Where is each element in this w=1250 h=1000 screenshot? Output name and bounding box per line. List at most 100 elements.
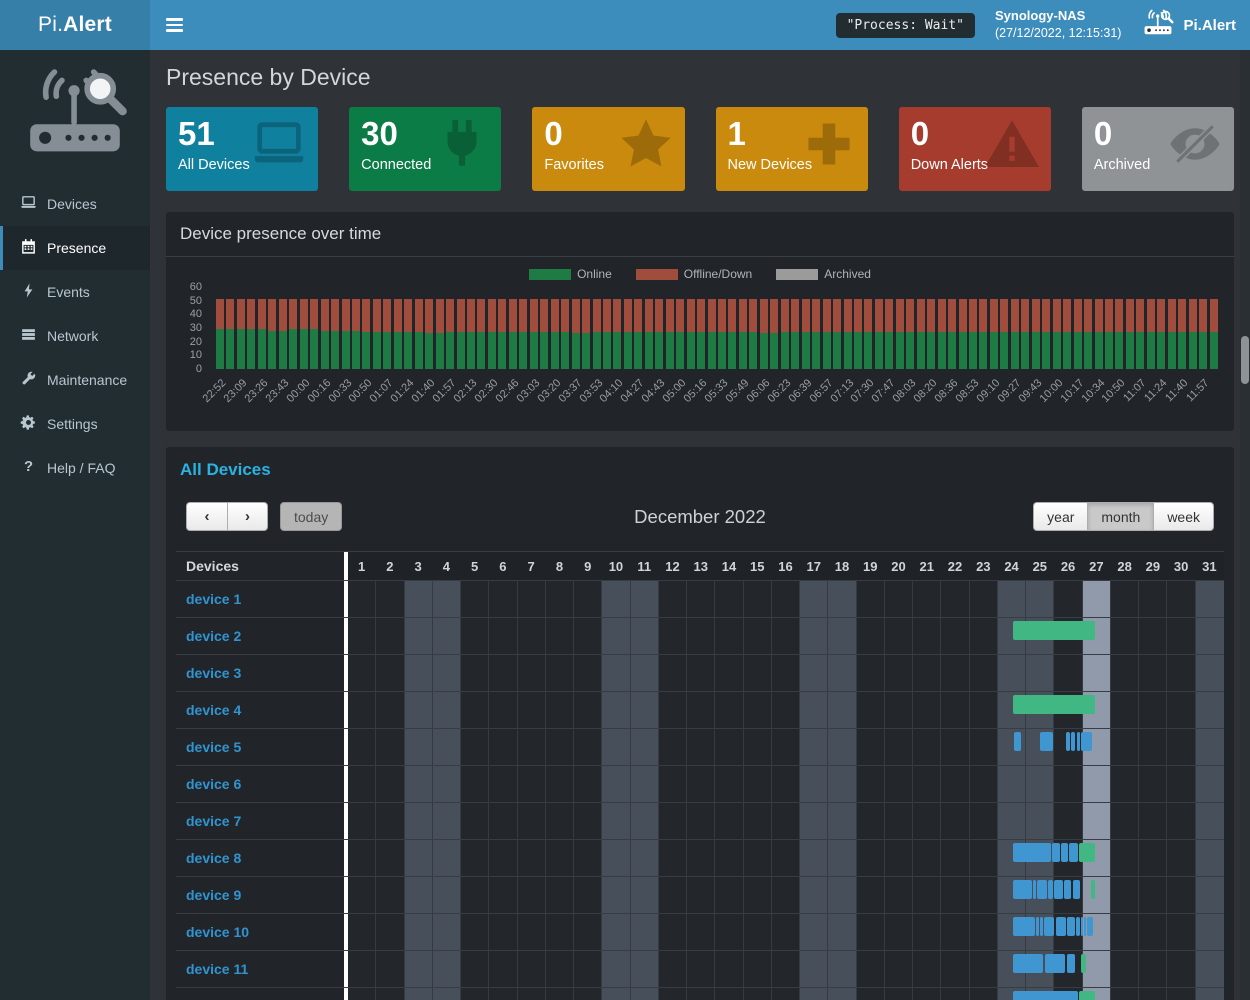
day-cell-22[interactable]: [941, 951, 970, 987]
day-cell-1[interactable]: [348, 803, 377, 839]
day-cell-5[interactable]: [461, 951, 490, 987]
day-cell-10[interactable]: [602, 840, 631, 876]
presence-event-blue[interactable]: [1036, 880, 1047, 899]
day-cell-20[interactable]: [884, 840, 914, 876]
day-cell-18[interactable]: [828, 692, 857, 728]
day-cell-23[interactable]: [969, 914, 998, 950]
day-cell-17[interactable]: [800, 655, 829, 691]
day-cell-10[interactable]: [602, 729, 631, 765]
day-cell-28[interactable]: [1110, 803, 1140, 839]
day-cell-26[interactable]: [1054, 655, 1083, 691]
day-cell-19[interactable]: [856, 877, 885, 913]
day-cell-14[interactable]: [715, 914, 744, 950]
day-cell-6[interactable]: [489, 840, 518, 876]
view-button-year[interactable]: year: [1033, 502, 1088, 531]
presence-event-green[interactable]: [1078, 843, 1096, 862]
day-cell-12[interactable]: [658, 951, 688, 987]
day-cell-3[interactable]: [404, 951, 433, 987]
day-cell-18[interactable]: [828, 914, 857, 950]
presence-event-blue[interactable]: [1087, 917, 1093, 936]
day-cell-31[interactable]: [1195, 840, 1224, 876]
day-cell-9[interactable]: [574, 655, 603, 691]
day-cell-4[interactable]: [432, 988, 462, 1000]
day-cell-7[interactable]: [517, 840, 546, 876]
day-cell-12[interactable]: [658, 766, 688, 802]
presence-event-blue[interactable]: [1084, 917, 1087, 936]
day-cell-5[interactable]: [461, 766, 490, 802]
day-cell-3[interactable]: [404, 655, 433, 691]
info-box-all-devices[interactable]: 51 All Devices: [166, 107, 319, 191]
day-cell-3[interactable]: [404, 988, 433, 1000]
day-cell-2[interactable]: [376, 803, 405, 839]
day-cell-6[interactable]: [489, 618, 518, 654]
day-cell-31[interactable]: [1195, 581, 1224, 617]
scrollbar-track[interactable]: [1240, 50, 1250, 1000]
day-cell-18[interactable]: [828, 877, 857, 913]
day-cell-20[interactable]: [884, 914, 914, 950]
day-cell-1[interactable]: [348, 618, 377, 654]
day-cell-29[interactable]: [1139, 988, 1168, 1000]
day-cell-13[interactable]: [687, 877, 716, 913]
presence-event-blue[interactable]: [1013, 954, 1044, 973]
day-cell-16[interactable]: [771, 618, 801, 654]
day-cell-11[interactable]: [630, 729, 659, 765]
day-cell-26[interactable]: [1054, 803, 1083, 839]
presence-event-green[interactable]: [1090, 880, 1096, 899]
day-cell-10[interactable]: [602, 692, 631, 728]
day-cell-22[interactable]: [941, 655, 970, 691]
day-cell-31[interactable]: [1195, 914, 1224, 950]
day-cell-3[interactable]: [404, 581, 433, 617]
presence-event-blue[interactable]: [1013, 917, 1035, 936]
day-cell-16[interactable]: [771, 581, 801, 617]
day-cell-14[interactable]: [715, 766, 744, 802]
day-cell-13[interactable]: [687, 618, 716, 654]
day-cell-15[interactable]: [743, 840, 772, 876]
day-cell-18[interactable]: [828, 951, 857, 987]
day-cell-10[interactable]: [602, 803, 631, 839]
day-cell-6[interactable]: [489, 766, 518, 802]
day-cell-31[interactable]: [1195, 729, 1224, 765]
day-cell-31[interactable]: [1195, 803, 1224, 839]
info-box-down-alerts[interactable]: 0 Down Alerts: [898, 107, 1051, 191]
day-cell-13[interactable]: [687, 914, 716, 950]
day-cell-21[interactable]: [913, 951, 942, 987]
day-cell-29[interactable]: [1139, 729, 1168, 765]
presence-event-blue[interactable]: [1014, 732, 1022, 751]
day-cell-16[interactable]: [771, 988, 801, 1000]
presence-event-blue[interactable]: [1047, 880, 1054, 899]
day-cell-16[interactable]: [771, 877, 801, 913]
day-cell-23[interactable]: [969, 618, 998, 654]
day-cell-5[interactable]: [461, 581, 490, 617]
day-cell-30[interactable]: [1167, 618, 1196, 654]
day-cell-16[interactable]: [771, 840, 801, 876]
device-link[interactable]: device 12: [186, 998, 249, 1000]
day-cell-1[interactable]: [348, 581, 377, 617]
device-link[interactable]: device 5: [186, 739, 242, 755]
presence-event-blue[interactable]: [1040, 732, 1054, 751]
day-cell-14[interactable]: [715, 729, 744, 765]
day-cell-3[interactable]: [404, 840, 433, 876]
day-cell-28[interactable]: [1110, 914, 1140, 950]
device-link[interactable]: device 2: [186, 628, 242, 644]
day-cell-15[interactable]: [743, 692, 772, 728]
day-cell-31[interactable]: [1195, 692, 1224, 728]
day-cell-1[interactable]: [348, 840, 377, 876]
day-cell-29[interactable]: [1139, 766, 1168, 802]
day-cell-30[interactable]: [1167, 581, 1196, 617]
day-cell-23[interactable]: [969, 840, 998, 876]
device-link[interactable]: device 3: [186, 665, 242, 681]
day-cell-12[interactable]: [658, 840, 688, 876]
day-cell-19[interactable]: [856, 766, 885, 802]
day-cell-20[interactable]: [884, 988, 914, 1000]
day-cell-8[interactable]: [545, 655, 575, 691]
day-cell-24[interactable]: [997, 581, 1027, 617]
day-cell-1[interactable]: [348, 766, 377, 802]
day-cell-7[interactable]: [517, 618, 546, 654]
day-cell-19[interactable]: [856, 951, 885, 987]
day-cell-13[interactable]: [687, 692, 716, 728]
day-cell-21[interactable]: [913, 914, 942, 950]
day-cell-12[interactable]: [658, 655, 688, 691]
day-cell-5[interactable]: [461, 729, 490, 765]
day-cell-27[interactable]: [1082, 766, 1111, 802]
day-cell-21[interactable]: [913, 618, 942, 654]
